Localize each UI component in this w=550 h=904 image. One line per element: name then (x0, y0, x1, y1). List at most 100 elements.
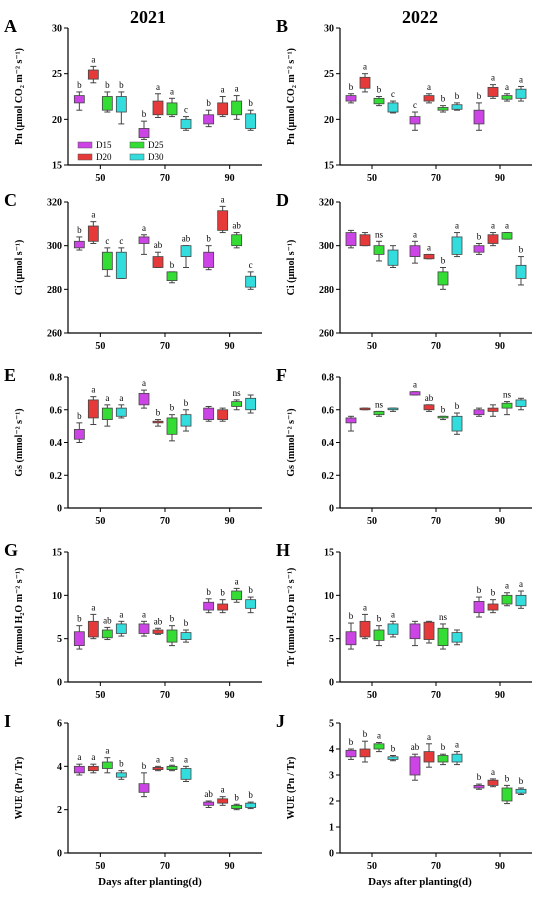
legend-swatch-d15 (77, 141, 93, 149)
legend-label-d20: D20 (96, 152, 112, 162)
significance-label-d-d25-90: a (505, 221, 509, 231)
box-a-d30-50 (115, 96, 127, 113)
panel-letter-c: C (4, 190, 17, 210)
significance-label-g-d30-50: a (119, 609, 123, 619)
significance-label-i-d30-50: b (119, 759, 124, 769)
panel-letter-b: B (276, 16, 288, 36)
box-h-d30-90 (515, 594, 527, 607)
box-e-d30-70 (180, 414, 192, 427)
y-tick-label-b: 20 (324, 115, 334, 126)
significance-label-b-d20-50: a (363, 62, 367, 72)
significance-label-c-d25-90: ab (232, 221, 241, 231)
box-c-d25-90 (231, 234, 243, 247)
panel-letter-a: A (4, 16, 17, 36)
significance-label-c-d20-90: a (221, 194, 225, 204)
box-g-d25-90 (231, 590, 243, 601)
y-tick-label-a: 25 (52, 69, 62, 80)
box-j-d20-50 (359, 748, 371, 758)
y-tick-label-h: 10 (324, 591, 334, 602)
y-tick-label-a: 20 (52, 115, 62, 126)
x-tick-label-c: 70 (160, 341, 170, 352)
y-tick-label-e: 0.8 (50, 373, 63, 384)
y-axis-label-h: Tr (mmol H₂O m⁻² s⁻¹) (286, 568, 297, 667)
significance-label-h-d30-90: a (519, 579, 523, 589)
x-tick-label-f: 90 (495, 516, 505, 527)
significance-label-d-d20-70: a (427, 242, 431, 252)
x-tick-label-d: 70 (431, 341, 441, 352)
significance-label-a-d25-90: a (235, 84, 239, 94)
y-tick-label-g: 5 (57, 634, 62, 645)
significance-label-c-d20-50: a (91, 210, 95, 220)
x-tick-label-g: 50 (95, 690, 105, 701)
x-tick-label-d: 50 (367, 341, 377, 352)
x-tick-label-b: 90 (495, 173, 505, 184)
y-tick-label-e: 0.4 (50, 438, 63, 449)
legend-label-d15: D15 (96, 140, 112, 150)
box-d-d20-70 (423, 253, 435, 260)
y-tick-label-j: 2 (329, 797, 334, 808)
y-tick-label-j: 0 (329, 849, 334, 860)
box-f-d20-70 (423, 404, 435, 411)
box-a-d25-50 (101, 96, 113, 111)
box-f-d15-50 (345, 417, 357, 424)
significance-label-h-d20-90: b (491, 588, 496, 598)
box-d-d20-50 (359, 234, 371, 247)
significance-label-j-d15-70: ab (411, 742, 420, 752)
significance-label-e-d15-50: b (77, 411, 82, 421)
legend: D15 D25 D20 D30 (77, 140, 164, 162)
x-tick-label-i: 50 (95, 861, 105, 872)
x-tick-label-j: 70 (431, 861, 441, 872)
y-tick-label-f: 0.4 (322, 438, 335, 449)
box-h-d20-70 (423, 621, 435, 640)
y-tick-label-i: 0 (57, 849, 62, 860)
box-j-d25-90 (501, 787, 513, 802)
box-h-d15-70 (409, 623, 421, 640)
y-tick-label-d: 300 (319, 241, 334, 252)
box-e-d30-50 (115, 407, 127, 417)
box-a-d30-70 (180, 118, 192, 129)
y-axis-label-f: Gs (mmol⁻² s⁻¹) (286, 408, 297, 476)
significance-label-a-d30-70: c (184, 105, 188, 115)
box-c-d20-90 (217, 210, 229, 231)
x-tick-label-c: 50 (95, 341, 105, 352)
y-axis-label-a: Pn (μmol CO₂ m⁻² s⁻¹) (14, 48, 25, 145)
panel-letter-f: F (276, 365, 287, 385)
x-tick-label-b: 70 (431, 173, 441, 184)
box-f-d20-50 (359, 407, 371, 411)
box-h-d20-50 (359, 620, 371, 638)
significance-label-g-d25-70: b (170, 614, 175, 624)
panel-letter-h: H (276, 540, 290, 560)
box-g-d15-50 (73, 631, 85, 647)
box-g-d15-90 (203, 601, 215, 611)
significance-label-e-d15-70: a (142, 378, 146, 388)
x-axis-label-right: Days after planting(d) (368, 876, 472, 888)
significance-label-i-d25-70: a (170, 753, 174, 763)
significance-label-f-d25-50: ns (375, 399, 384, 409)
box-j-d30-50 (387, 756, 399, 760)
significance-label-c-d25-50: c (105, 236, 109, 246)
legend-swatch-d25 (129, 141, 145, 149)
box-h-d15-50 (345, 631, 357, 646)
box-i-d30-70 (180, 768, 192, 780)
box-i-d25-70 (166, 765, 178, 770)
y-tick-label-c: 320 (47, 198, 62, 209)
significance-label-e-d30-50: a (119, 393, 123, 403)
significance-label-i-d20-70: a (156, 754, 160, 764)
y-tick-label-f: 0.6 (322, 405, 335, 416)
significance-label-b-d20-90: a (491, 73, 495, 83)
y-tick-label-j: 4 (329, 745, 334, 756)
significance-label-g-d15-90: b (206, 587, 211, 597)
box-e-d25-90 (231, 401, 243, 407)
box-j-d15-90 (473, 785, 485, 789)
significance-label-f-d30-70: b (455, 401, 460, 411)
year-title-right: 2022 (402, 7, 438, 27)
y-tick-label-j: 3 (329, 771, 334, 782)
y-tick-label-e: 0 (57, 504, 62, 515)
y-axis-label-d: Ci (μmol s⁻¹) (286, 240, 297, 296)
significance-label-i-d15-70: b (142, 761, 147, 771)
significance-label-i-d30-90: b (248, 790, 253, 800)
box-g-d30-50 (115, 623, 127, 634)
y-axis-label-b: Pn (μmol CO₂ m⁻² s⁻¹) (286, 48, 297, 145)
